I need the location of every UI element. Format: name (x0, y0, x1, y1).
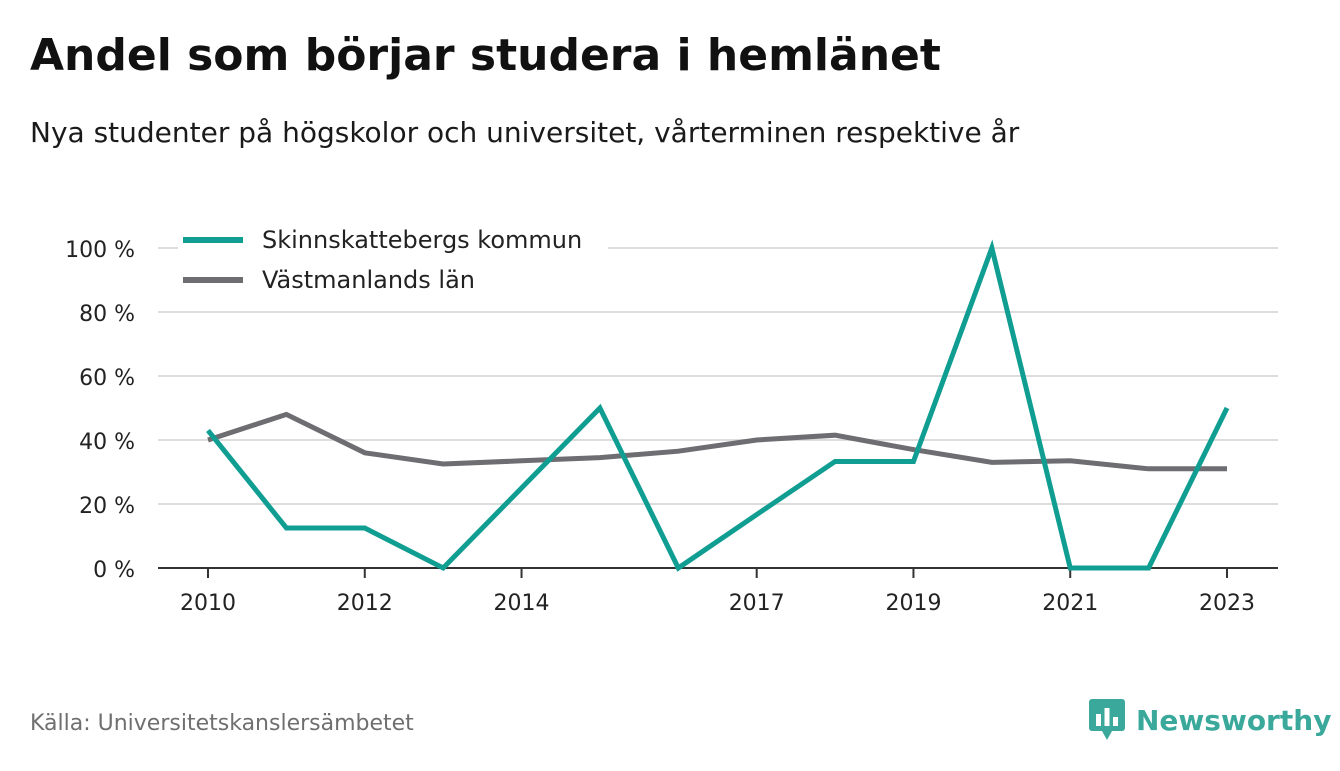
x-tick-label: 2010 (180, 591, 236, 616)
legend-label-1: Skinnskattebergs kommun (262, 226, 582, 254)
x-tick-label: 2017 (729, 591, 785, 616)
y-axis-ticks: 0 % 20 % 40 % 60 % 80 % 100 % (65, 238, 135, 583)
line-chart: 0 %20 %40 %60 %80 %100 % 2010 2012 2014 201… (65, 220, 1278, 616)
x-tick-label: 2021 (1042, 591, 1098, 616)
series-line-2 (207, 411, 1227, 472)
chart-title: Andel som börjar studera i hemlänet (30, 30, 941, 81)
y-tick-label: 100 % (65, 238, 135, 263)
brand-logo: Newsworthy (1088, 698, 1331, 742)
x-tick-label: 2012 (337, 591, 393, 616)
source-note: Källa: Universitetskanslersämbetet (30, 711, 414, 736)
y-tick-label: 80 % (79, 302, 135, 327)
legend-label-2: Västmanlands län (262, 266, 475, 294)
y-tick-label: 20 % (79, 494, 135, 519)
x-tick-label: 2014 (494, 591, 550, 616)
legend-background (178, 260, 608, 296)
brand-name: Newsworthy (1136, 703, 1332, 737)
x-tick-label: 2023 (1199, 591, 1255, 616)
y-tick-label: 0 % (93, 558, 135, 583)
legend: Skinnskattebergs kommun Västmanlands län (178, 220, 608, 296)
series-lines (206, 239, 1230, 572)
x-tick-label: 2019 (885, 591, 941, 616)
y-tick-label: 40 % (79, 430, 135, 455)
series-line-1 (206, 239, 1230, 572)
chart-subtitle: Nya studenter på högskolor och universit… (30, 116, 1020, 149)
x-axis-ticks: 2010 2012 2014 2017 2019 2021 2023 (180, 568, 1255, 616)
newsworthy-logo-icon (1089, 699, 1125, 740)
legend-background (178, 220, 608, 256)
y-tick-label: 60 % (79, 366, 135, 391)
